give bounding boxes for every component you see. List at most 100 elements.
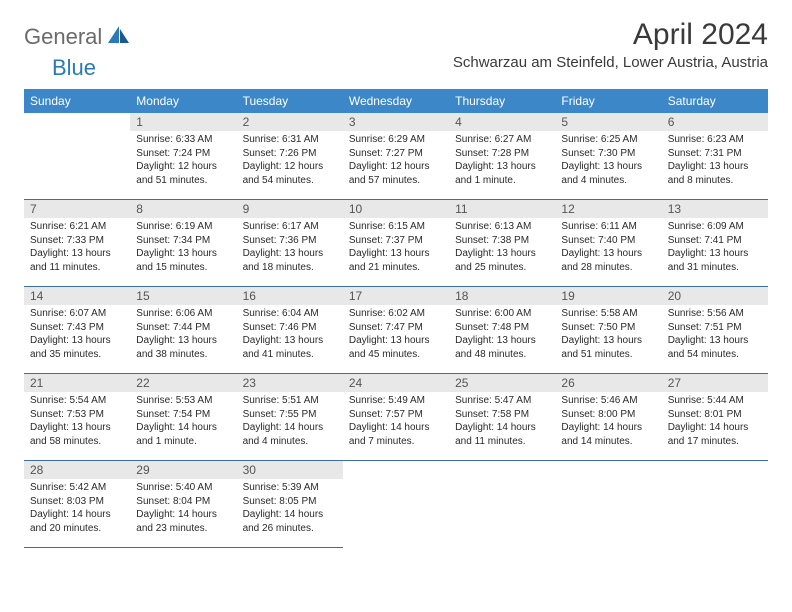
daylight-text-1: Daylight: 12 hours: [136, 160, 230, 174]
daylight-text-2: and 48 minutes.: [455, 348, 549, 362]
sunrise-text: Sunrise: 5:46 AM: [561, 394, 655, 408]
day-details: Sunrise: 6:29 AMSunset: 7:27 PMDaylight:…: [343, 131, 449, 191]
sunset-text: Sunset: 7:57 PM: [349, 408, 443, 422]
day-details: Sunrise: 6:09 AMSunset: 7:41 PMDaylight:…: [662, 218, 768, 278]
day-number: 17: [343, 287, 449, 305]
daylight-text-1: Daylight: 13 hours: [668, 160, 762, 174]
day-details: Sunrise: 5:40 AMSunset: 8:04 PMDaylight:…: [130, 479, 236, 539]
day-number: 1: [130, 113, 236, 131]
sunrise-text: Sunrise: 6:27 AM: [455, 133, 549, 147]
sunset-text: Sunset: 8:03 PM: [30, 495, 124, 509]
day-details: Sunrise: 6:31 AMSunset: 7:26 PMDaylight:…: [237, 131, 343, 191]
day-details: Sunrise: 6:00 AMSunset: 7:48 PMDaylight:…: [449, 305, 555, 365]
day-details: Sunrise: 6:33 AMSunset: 7:24 PMDaylight:…: [130, 131, 236, 191]
day-details: Sunrise: 5:56 AMSunset: 7:51 PMDaylight:…: [662, 305, 768, 365]
calendar-cell: 21Sunrise: 5:54 AMSunset: 7:53 PMDayligh…: [24, 374, 130, 461]
calendar-cell: 6Sunrise: 6:23 AMSunset: 7:31 PMDaylight…: [662, 113, 768, 200]
day-details: Sunrise: 5:44 AMSunset: 8:01 PMDaylight:…: [662, 392, 768, 452]
calendar-cell: 14Sunrise: 6:07 AMSunset: 7:43 PMDayligh…: [24, 287, 130, 374]
day-number: 14: [24, 287, 130, 305]
day-details: Sunrise: 5:54 AMSunset: 7:53 PMDaylight:…: [24, 392, 130, 452]
calendar-table: SundayMondayTuesdayWednesdayThursdayFrid…: [24, 89, 768, 548]
day-details: Sunrise: 6:25 AMSunset: 7:30 PMDaylight:…: [555, 131, 661, 191]
daylight-text-2: and 51 minutes.: [561, 348, 655, 362]
sunrise-text: Sunrise: 6:04 AM: [243, 307, 337, 321]
day-number: 15: [130, 287, 236, 305]
daylight-text-1: Daylight: 14 hours: [349, 421, 443, 435]
weekday-header: Friday: [555, 89, 661, 113]
calendar-row: 1Sunrise: 6:33 AMSunset: 7:24 PMDaylight…: [24, 113, 768, 200]
day-number: 10: [343, 200, 449, 218]
day-number: 12: [555, 200, 661, 218]
daylight-text-1: Daylight: 13 hours: [668, 247, 762, 261]
weekday-header: Sunday: [24, 89, 130, 113]
daylight-text-1: Daylight: 13 hours: [561, 334, 655, 348]
day-number: 21: [24, 374, 130, 392]
sunrise-text: Sunrise: 6:07 AM: [30, 307, 124, 321]
sunrise-text: Sunrise: 6:29 AM: [349, 133, 443, 147]
daylight-text-2: and 58 minutes.: [30, 435, 124, 449]
day-details: Sunrise: 5:58 AMSunset: 7:50 PMDaylight:…: [555, 305, 661, 365]
calendar-row: 7Sunrise: 6:21 AMSunset: 7:33 PMDaylight…: [24, 200, 768, 287]
sunrise-text: Sunrise: 5:56 AM: [668, 307, 762, 321]
sunrise-text: Sunrise: 6:33 AM: [136, 133, 230, 147]
sunset-text: Sunset: 7:51 PM: [668, 321, 762, 335]
day-number: 4: [449, 113, 555, 131]
daylight-text-2: and 38 minutes.: [136, 348, 230, 362]
daylight-text-1: Daylight: 13 hours: [30, 334, 124, 348]
day-details: Sunrise: 6:13 AMSunset: 7:38 PMDaylight:…: [449, 218, 555, 278]
day-number: 13: [662, 200, 768, 218]
sunrise-text: Sunrise: 5:44 AM: [668, 394, 762, 408]
sunrise-text: Sunrise: 5:49 AM: [349, 394, 443, 408]
day-details: Sunrise: 6:19 AMSunset: 7:34 PMDaylight:…: [130, 218, 236, 278]
calendar-cell: 13Sunrise: 6:09 AMSunset: 7:41 PMDayligh…: [662, 200, 768, 287]
day-details: Sunrise: 5:51 AMSunset: 7:55 PMDaylight:…: [237, 392, 343, 452]
daylight-text-1: Daylight: 13 hours: [455, 247, 549, 261]
calendar-cell: 3Sunrise: 6:29 AMSunset: 7:27 PMDaylight…: [343, 113, 449, 200]
daylight-text-2: and 54 minutes.: [668, 348, 762, 362]
daylight-text-2: and 15 minutes.: [136, 261, 230, 275]
sunset-text: Sunset: 7:26 PM: [243, 147, 337, 161]
daylight-text-1: Daylight: 14 hours: [243, 508, 337, 522]
logo-text-2: Blue: [52, 55, 96, 81]
day-number: 24: [343, 374, 449, 392]
weekday-header: Saturday: [662, 89, 768, 113]
daylight-text-2: and 25 minutes.: [455, 261, 549, 275]
sunrise-text: Sunrise: 5:42 AM: [30, 481, 124, 495]
day-details: Sunrise: 6:15 AMSunset: 7:37 PMDaylight:…: [343, 218, 449, 278]
day-details: Sunrise: 6:06 AMSunset: 7:44 PMDaylight:…: [130, 305, 236, 365]
sunset-text: Sunset: 7:50 PM: [561, 321, 655, 335]
sunset-text: Sunset: 8:00 PM: [561, 408, 655, 422]
daylight-text-2: and 11 minutes.: [455, 435, 549, 449]
calendar-cell: 10Sunrise: 6:15 AMSunset: 7:37 PMDayligh…: [343, 200, 449, 287]
daylight-text-2: and 35 minutes.: [30, 348, 124, 362]
calendar-cell: 7Sunrise: 6:21 AMSunset: 7:33 PMDaylight…: [24, 200, 130, 287]
day-number: 9: [237, 200, 343, 218]
calendar-page: General April 2024 Schwarzau am Steinfel…: [0, 0, 792, 566]
day-details: Sunrise: 5:53 AMSunset: 7:54 PMDaylight:…: [130, 392, 236, 452]
calendar-body: 1Sunrise: 6:33 AMSunset: 7:24 PMDaylight…: [24, 113, 768, 548]
weekday-header: Wednesday: [343, 89, 449, 113]
daylight-text-1: Daylight: 13 hours: [668, 334, 762, 348]
day-details: Sunrise: 6:17 AMSunset: 7:36 PMDaylight:…: [237, 218, 343, 278]
sunset-text: Sunset: 7:55 PM: [243, 408, 337, 422]
daylight-text-1: Daylight: 13 hours: [243, 334, 337, 348]
daylight-text-1: Daylight: 13 hours: [136, 334, 230, 348]
calendar-cell: 30Sunrise: 5:39 AMSunset: 8:05 PMDayligh…: [237, 461, 343, 548]
calendar-cell: 1Sunrise: 6:33 AMSunset: 7:24 PMDaylight…: [130, 113, 236, 200]
calendar-cell-empty: [343, 461, 449, 548]
day-details: Sunrise: 6:27 AMSunset: 7:28 PMDaylight:…: [449, 131, 555, 191]
sunrise-text: Sunrise: 5:47 AM: [455, 394, 549, 408]
daylight-text-1: Daylight: 12 hours: [349, 160, 443, 174]
calendar-cell: 2Sunrise: 6:31 AMSunset: 7:26 PMDaylight…: [237, 113, 343, 200]
day-details: Sunrise: 6:23 AMSunset: 7:31 PMDaylight:…: [662, 131, 768, 191]
calendar-cell: 20Sunrise: 5:56 AMSunset: 7:51 PMDayligh…: [662, 287, 768, 374]
calendar-cell: 9Sunrise: 6:17 AMSunset: 7:36 PMDaylight…: [237, 200, 343, 287]
daylight-text-1: Daylight: 13 hours: [561, 160, 655, 174]
day-number: 19: [555, 287, 661, 305]
day-details: Sunrise: 6:04 AMSunset: 7:46 PMDaylight:…: [237, 305, 343, 365]
location-text: Schwarzau am Steinfeld, Lower Austria, A…: [453, 54, 768, 71]
daylight-text-2: and 17 minutes.: [668, 435, 762, 449]
day-details: Sunrise: 5:42 AMSunset: 8:03 PMDaylight:…: [24, 479, 130, 539]
daylight-text-2: and 45 minutes.: [349, 348, 443, 362]
